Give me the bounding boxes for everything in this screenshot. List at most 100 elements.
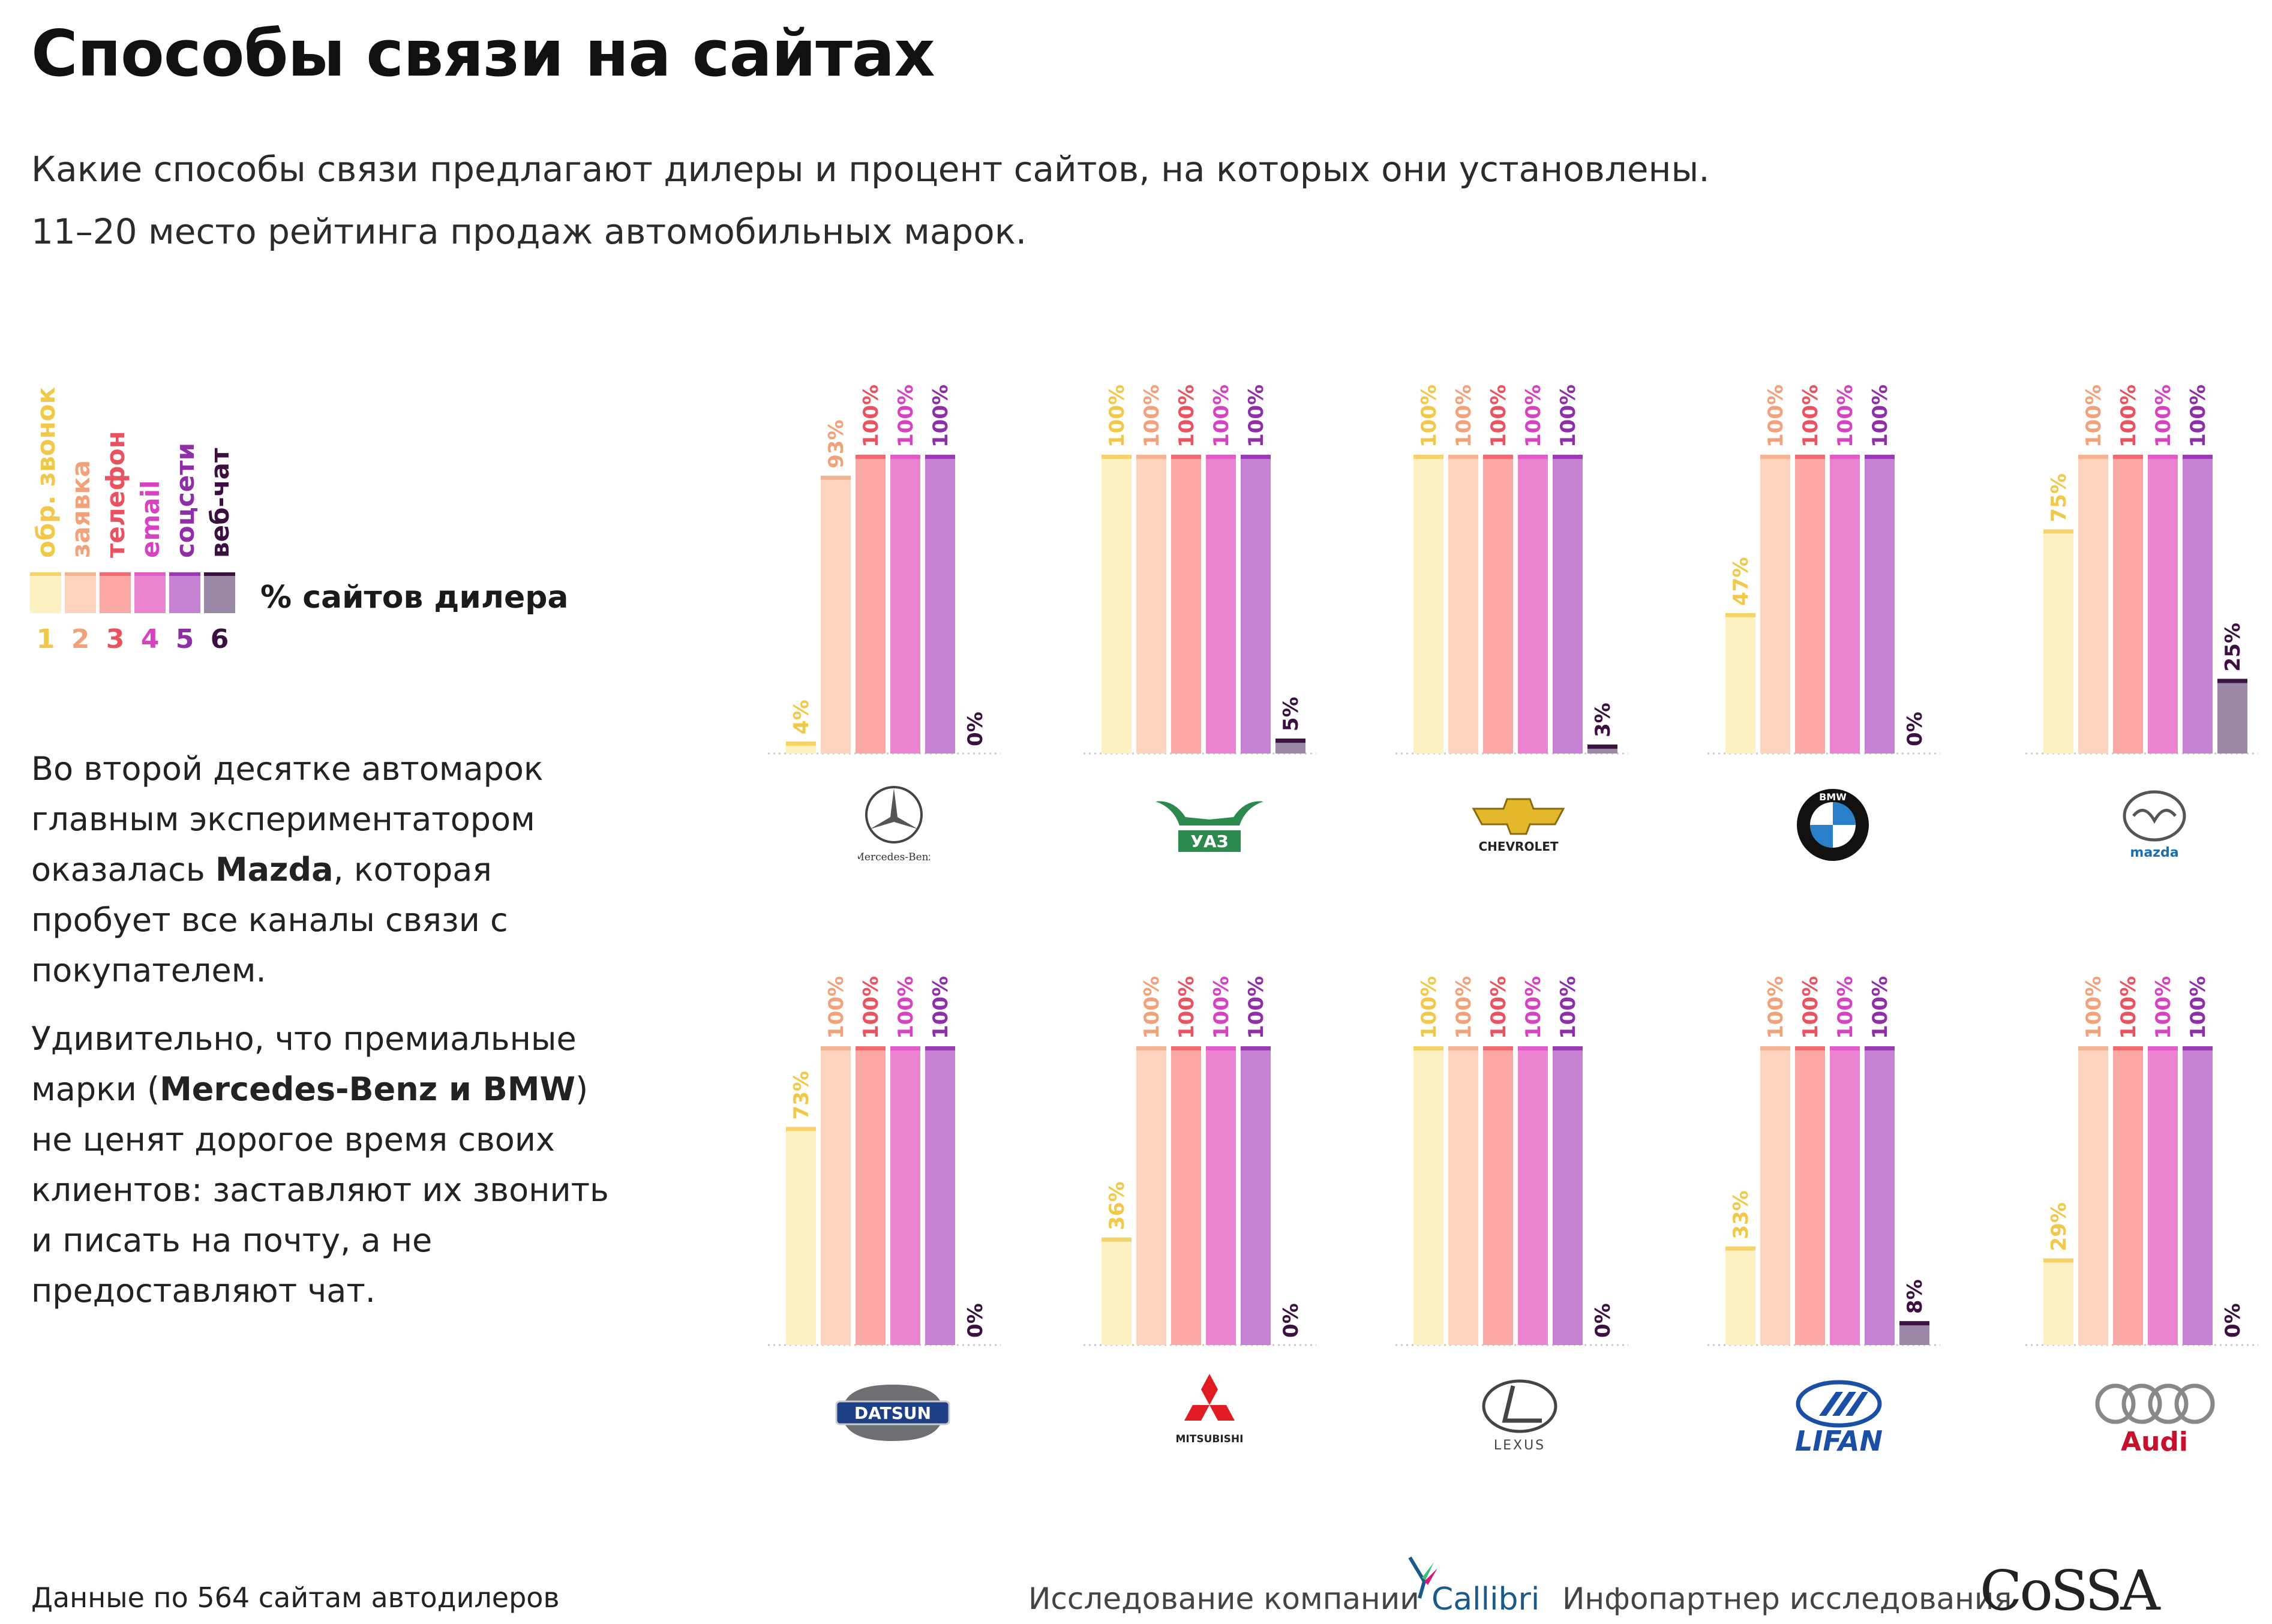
bar-top (786, 1127, 816, 1131)
bar-top (1171, 455, 1201, 459)
bar (890, 1046, 920, 1345)
data-label: 100% (1209, 385, 1233, 448)
data-label: 100% (2151, 385, 2175, 448)
subtitle-line-2: 11–20 место рейтинга продаж автомобильны… (31, 211, 1027, 252)
bar (1830, 455, 1860, 754)
data-label: 29% (2047, 1202, 2071, 1251)
data-label: 4% (790, 700, 814, 734)
mitsubishi-logo: MITSUBISHI (1167, 1371, 1251, 1455)
bar (1448, 455, 1478, 754)
bar-top (1795, 455, 1825, 459)
data-label: 100% (1140, 976, 1164, 1039)
bar (1102, 1237, 1132, 1345)
lexus-emblem-icon: LEXUS (1482, 1379, 1557, 1453)
bar (2217, 679, 2247, 754)
data-label: 100% (2082, 976, 2106, 1039)
bar-top (1206, 1046, 1236, 1050)
data-label: 0% (1591, 1303, 1615, 1338)
brand-group-chevrolet: 100% 100% 100% 100% 100% 3% (1395, 385, 1628, 755)
bar (856, 1046, 886, 1345)
data-label: 5% (1279, 697, 1303, 731)
bar (1102, 455, 1132, 754)
data-label: 100% (1105, 385, 1129, 448)
subtitle-line-1: Какие способы связи предлагают дилеры и … (31, 149, 1710, 190)
data-label: 100% (1799, 976, 1823, 1039)
bar (1795, 455, 1825, 754)
bar (925, 1046, 955, 1345)
bar (1830, 1046, 1860, 1345)
bar (1518, 1046, 1548, 1345)
bar (1136, 1046, 1166, 1345)
page-subtitle: Какие способы связи предлагают дилеры и … (31, 138, 1710, 263)
bar-top (2043, 1258, 2073, 1263)
bar (1553, 1046, 1583, 1345)
svg-text:Audi: Audi (2121, 1427, 2188, 1457)
data-label: 100% (859, 976, 883, 1039)
data-label: 100% (1764, 976, 1788, 1039)
bar (1483, 1046, 1513, 1345)
bar-top (1413, 1046, 1443, 1050)
data-label: 100% (929, 385, 953, 448)
bar (1206, 1046, 1236, 1345)
data-label: 100% (1833, 976, 1857, 1039)
bar (1171, 1046, 1201, 1345)
bar-top (2148, 1046, 2178, 1050)
data-label: 100% (1417, 976, 1441, 1039)
legend-swatch-1 (30, 572, 61, 613)
legend-swatch-3 (100, 572, 131, 613)
data-label: 100% (1452, 385, 1476, 448)
bar-top (1206, 455, 1236, 459)
legend-number-4: 4 (140, 624, 160, 655)
bar-top (1518, 455, 1548, 459)
bar (1760, 1046, 1790, 1345)
bar-chart-grid: 4% 93% 100% 100% 100% 0% 100% 100% 100% 100% 100% 5… (768, 385, 2258, 1346)
bar (1795, 1046, 1825, 1345)
bar (821, 475, 851, 754)
bar-top (2078, 1046, 2108, 1050)
data-label: 33% (1729, 1190, 1753, 1239)
bar (856, 455, 886, 754)
bar-top (1241, 455, 1271, 459)
bar-top (2113, 455, 2143, 459)
svg-text:MITSUBISHI: MITSUBISHI (1176, 1433, 1244, 1445)
data-label: 100% (2151, 976, 2175, 1039)
audi-rings-icon: Audi (2095, 1383, 2215, 1457)
data-label: 100% (1487, 385, 1511, 448)
bar-top (1830, 455, 1860, 459)
bar-top (1760, 1046, 1790, 1050)
bar-top (2217, 679, 2247, 683)
data-label: 100% (1417, 385, 1441, 448)
data-label: 100% (1868, 385, 1892, 448)
bar-top (1483, 455, 1513, 459)
bar-top (1448, 455, 1478, 459)
legend-number-2: 2 (71, 624, 90, 655)
bar (1136, 455, 1166, 754)
data-label: 100% (2186, 976, 2210, 1039)
infopartner-credit: Инфопартнер исследования (1562, 1581, 2012, 1616)
data-label: 100% (824, 976, 848, 1039)
svg-text:mazda: mazda (2130, 845, 2178, 860)
mercedes-logo: Mercedes-Benz (854, 780, 934, 864)
bar (925, 455, 955, 754)
chevrolet-logo: CHEVROLET (1467, 791, 1569, 857)
data-label: 100% (929, 976, 953, 1039)
bar-top (1553, 455, 1583, 459)
bar-top (1865, 1046, 1895, 1050)
lexus-logo: LEXUS (1475, 1377, 1565, 1455)
svg-text:CHEVROLET: CHEVROLET (1478, 839, 1558, 854)
bar (1518, 455, 1548, 754)
bar-top (2148, 455, 2178, 459)
data-label: 100% (1799, 385, 1823, 448)
uaz-logo: УАЗ (1149, 793, 1269, 859)
svg-text:Mercedes-Benz: Mercedes-Benz (858, 851, 930, 863)
bar (2113, 455, 2143, 754)
bar-top (1587, 745, 1617, 749)
data-label: 100% (1487, 976, 1511, 1039)
data-label: 73% (790, 1071, 814, 1119)
chevrolet-bowtie-icon: CHEVROLET (1472, 798, 1565, 854)
bold-premium-brands: Mercedes-Benz и BMW (160, 1070, 576, 1108)
data-label: 100% (1868, 976, 1892, 1039)
bar (2043, 529, 2073, 754)
bar-top (786, 742, 816, 746)
brand-group-уаз: 100% 100% 100% 100% 100% 5% (1084, 385, 1316, 755)
